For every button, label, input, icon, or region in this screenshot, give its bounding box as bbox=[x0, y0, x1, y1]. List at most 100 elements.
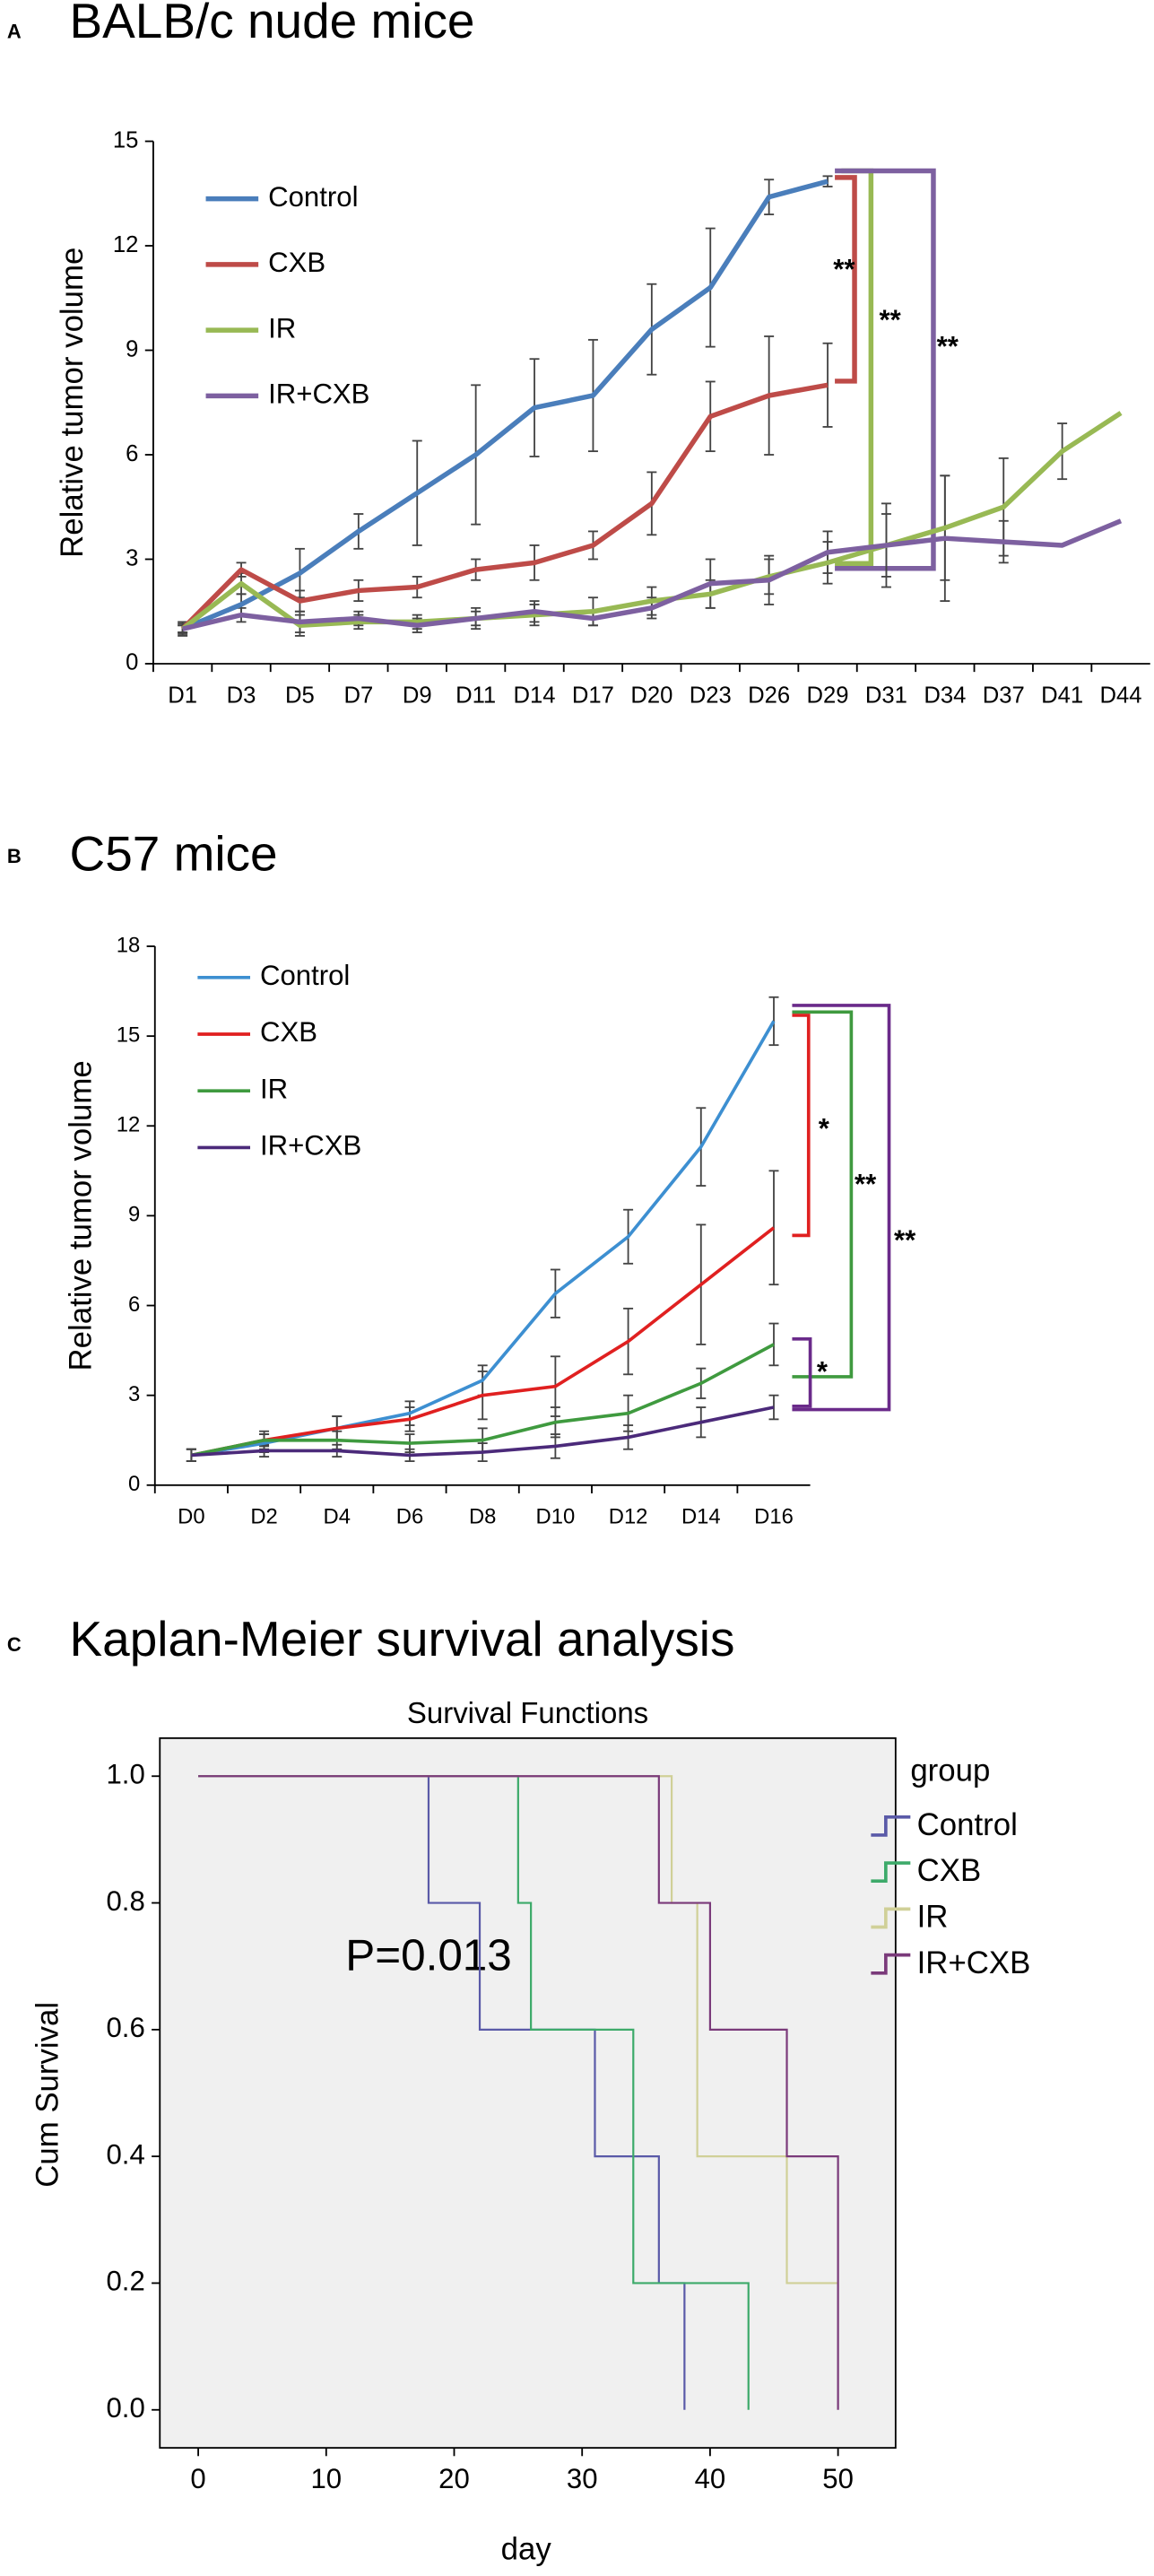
x-tick-label: D1 bbox=[168, 683, 197, 708]
legend-label: IR bbox=[268, 312, 296, 344]
y-tick-label: 0.0 bbox=[106, 2392, 144, 2424]
x-tick-label: D29 bbox=[807, 683, 849, 708]
survival-curve bbox=[198, 1775, 839, 2410]
survival-curve bbox=[198, 1775, 838, 2284]
legend-label: IR+CXB bbox=[917, 1945, 1031, 1980]
x-tick-label: 10 bbox=[310, 2463, 342, 2494]
y-tick-label: 12 bbox=[113, 232, 139, 257]
series-line bbox=[191, 1343, 775, 1458]
x-axis-label: day bbox=[501, 2532, 552, 2567]
x-tick-label: D4 bbox=[324, 1505, 351, 1529]
y-tick-label: 12 bbox=[117, 1113, 140, 1137]
y-tick-label: 0.4 bbox=[106, 2138, 144, 2170]
bracket bbox=[792, 1010, 854, 1379]
annotation: * bbox=[817, 1355, 829, 1387]
chart-title: C57 mice bbox=[70, 826, 278, 882]
y-tick-label: 15 bbox=[113, 127, 139, 152]
annotation: ** bbox=[880, 304, 902, 335]
series-line bbox=[182, 518, 1123, 631]
legend-label: Control bbox=[268, 181, 358, 213]
series-line bbox=[180, 382, 829, 631]
y-tick-label: 6 bbox=[128, 1292, 140, 1317]
x-tick-label: 50 bbox=[822, 2463, 854, 2494]
x-tick-label: D14 bbox=[681, 1505, 721, 1529]
plot-area bbox=[159, 1736, 897, 2450]
x-tick-label: 20 bbox=[438, 2463, 470, 2494]
annotation: ** bbox=[855, 1169, 877, 1200]
x-tick-label: D20 bbox=[630, 683, 672, 708]
y-tick-label: 18 bbox=[117, 933, 140, 957]
x-tick-label: D12 bbox=[609, 1505, 648, 1529]
annotation: * bbox=[819, 1112, 830, 1144]
y-tick-label: 0.2 bbox=[106, 2266, 144, 2297]
y-tick-label: 1.0 bbox=[106, 1758, 144, 1789]
chart-subtitle: Survival Functions bbox=[407, 1696, 648, 1729]
p-value: P=0.013 bbox=[345, 1930, 512, 1980]
x-tick-label: D44 bbox=[1100, 683, 1142, 708]
y-axis-label: Relative tumor volume bbox=[63, 1060, 98, 1371]
y-tick-label: 15 bbox=[117, 1023, 140, 1047]
legend-title: group bbox=[910, 1754, 990, 1788]
legend-swatch bbox=[871, 1907, 911, 1929]
x-tick-label: D41 bbox=[1041, 683, 1083, 708]
legend-label: CXB bbox=[260, 1016, 317, 1048]
annotation: ** bbox=[937, 331, 959, 362]
legend-label: IR bbox=[917, 1900, 949, 1935]
legend-label: IR bbox=[260, 1073, 288, 1104]
y-tick-label: 6 bbox=[126, 441, 138, 466]
x-tick-label: D3 bbox=[227, 683, 256, 708]
legend-label: Control bbox=[260, 960, 350, 991]
legend-label: IR+CXB bbox=[260, 1130, 361, 1162]
y-tick-label: 0.8 bbox=[106, 1885, 144, 1917]
bracket bbox=[792, 1336, 812, 1408]
x-tick-label: D23 bbox=[690, 683, 732, 708]
panel-label: C bbox=[7, 1633, 22, 1656]
x-tick-label: D0 bbox=[178, 1505, 204, 1529]
x-tick-label: D5 bbox=[285, 683, 315, 708]
x-tick-label: D17 bbox=[572, 683, 614, 708]
y-tick-label: 9 bbox=[126, 336, 138, 361]
y-tick-label: 0.6 bbox=[106, 2012, 144, 2043]
bracket bbox=[835, 175, 857, 384]
series-line bbox=[191, 1020, 776, 1458]
x-tick-label: D7 bbox=[343, 683, 373, 708]
legend-swatch bbox=[871, 1861, 911, 1884]
x-tick-label: D31 bbox=[865, 683, 907, 708]
y-tick-label: 3 bbox=[128, 1382, 140, 1406]
x-tick-label: D11 bbox=[456, 683, 496, 708]
bracket bbox=[792, 1014, 811, 1238]
series-line bbox=[191, 1405, 775, 1458]
bracket bbox=[835, 168, 936, 571]
bracket bbox=[792, 1004, 891, 1412]
survival-curve bbox=[198, 1775, 750, 2410]
x-tick-label: D14 bbox=[514, 683, 556, 708]
chart-title: BALB/c nude mice bbox=[70, 0, 475, 48]
series-line bbox=[191, 1226, 776, 1458]
series-line bbox=[181, 178, 829, 631]
x-tick-label: D8 bbox=[469, 1505, 496, 1529]
x-tick-label: D9 bbox=[403, 683, 432, 708]
panel-label: A bbox=[7, 20, 22, 42]
annotation: ** bbox=[894, 1224, 916, 1256]
x-tick-label: 0 bbox=[190, 2463, 205, 2494]
panel-label: B bbox=[7, 845, 22, 867]
error-bar bbox=[186, 1448, 196, 1463]
legend-label: Control bbox=[917, 1807, 1018, 1842]
y-axis-label: Cum Survival bbox=[30, 2002, 65, 2188]
x-tick-label: D6 bbox=[396, 1505, 423, 1529]
annotation: ** bbox=[833, 253, 855, 284]
brackets bbox=[835, 168, 936, 571]
legend-swatch bbox=[871, 1953, 911, 1975]
x-tick-label: D16 bbox=[754, 1505, 794, 1529]
brackets bbox=[792, 1004, 891, 1412]
chart-title: Kaplan-Meier survival analysis bbox=[70, 1611, 735, 1667]
y-tick-label: 0 bbox=[128, 1472, 140, 1496]
series-line bbox=[180, 411, 1123, 631]
legend-label: IR+CXB bbox=[268, 379, 369, 410]
legend-label: CXB bbox=[917, 1853, 982, 1888]
y-tick-label: 9 bbox=[128, 1203, 140, 1227]
x-tick-label: 40 bbox=[695, 2463, 726, 2494]
legend-swatch bbox=[871, 1815, 911, 1837]
legend-label: CXB bbox=[268, 247, 325, 278]
